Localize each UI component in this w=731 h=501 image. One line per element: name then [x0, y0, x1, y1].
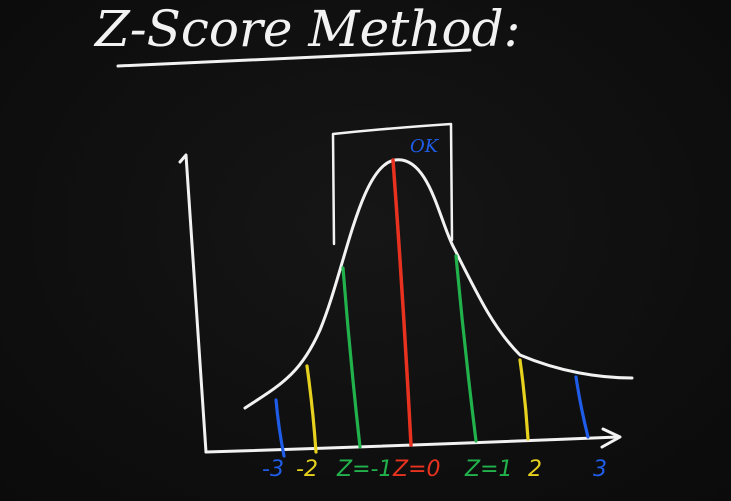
z-label-1: Z=1 [464, 457, 513, 482]
z-label-neg1: Z=-1 [336, 457, 392, 482]
title-underline [116, 48, 472, 68]
z-label-0: Z=0 [392, 457, 441, 482]
z-line-3 [574, 375, 590, 439]
y-axis [178, 153, 208, 454]
peak-box [331, 122, 454, 246]
z-line-1 [454, 254, 478, 443]
z-label-neg3: -3 [262, 457, 284, 482]
z-label-2: 2 [528, 457, 542, 482]
z-line-neg2 [305, 364, 318, 454]
z-line-neg1 [341, 266, 362, 449]
box-label: OK [410, 136, 440, 157]
z-line-2 [518, 358, 530, 441]
z-markers: -3 -2 Z=-1 Z=0 Z=1 2 3 [262, 158, 607, 482]
diagram-title: Z-Score Method: [93, 0, 520, 58]
x-axis [204, 435, 620, 454]
bell-curve [243, 158, 634, 410]
z-label-neg2: -2 [296, 457, 318, 482]
x-axis-arrow [600, 427, 622, 449]
z-line-0 [391, 158, 413, 447]
z-line-neg3 [274, 398, 286, 458]
z-label-3: 3 [593, 457, 607, 482]
